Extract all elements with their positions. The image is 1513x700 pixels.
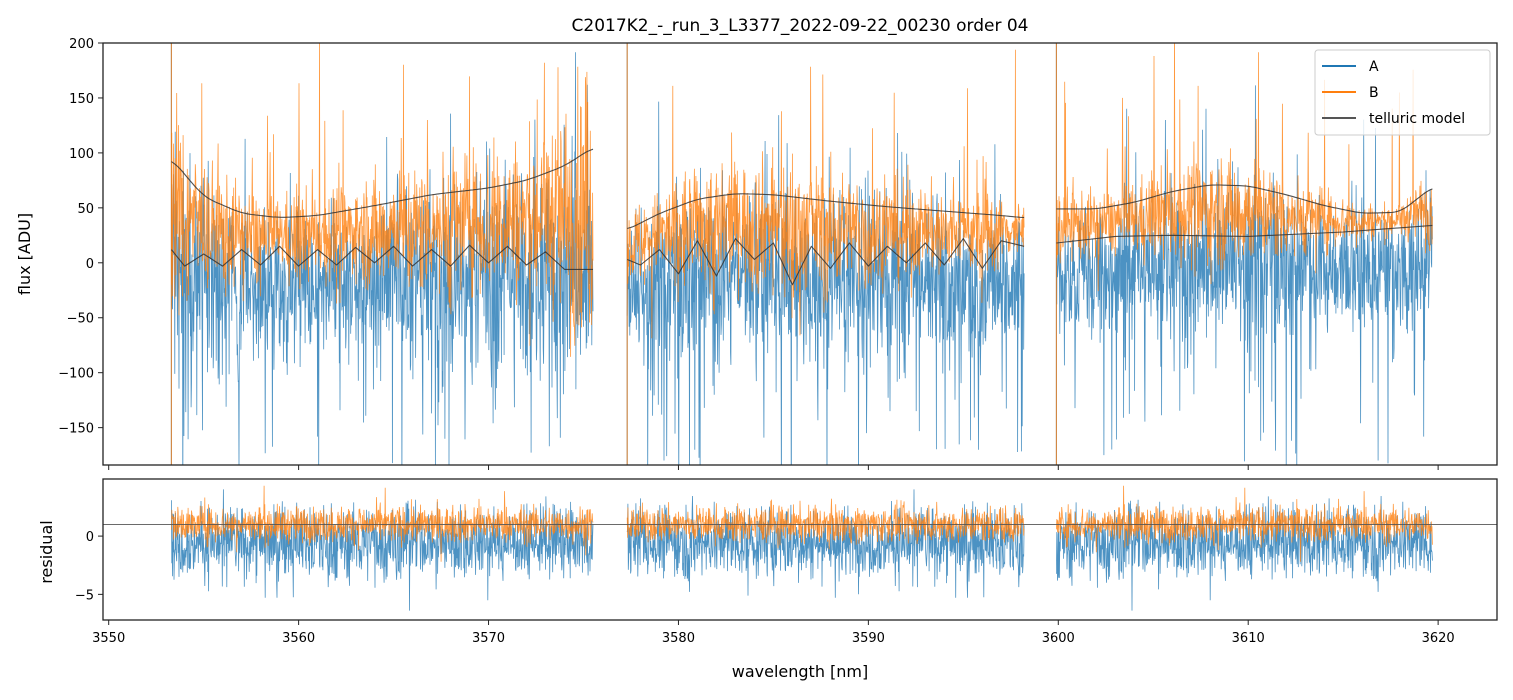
y-tick-label: −5 — [75, 588, 94, 603]
y-tick-label: −100 — [58, 367, 94, 382]
legend-label-a: A — [1369, 59, 1379, 75]
telluric-model-lower-line — [1056, 224, 1433, 244]
x-tick-label: 3610 — [1232, 631, 1265, 646]
y-tick-label: −50 — [67, 312, 94, 327]
y-tick-label: 50 — [77, 202, 94, 217]
telluric-model-upper-line — [627, 193, 1025, 230]
x-axis-label: wavelength [nm] — [732, 662, 869, 681]
legend-label-telluric: telluric model — [1369, 111, 1465, 127]
y-tick-label: 100 — [69, 147, 94, 162]
residual-x-ticks: 3550 3560 3570 3580 3590 3600 3610 3620 — [92, 620, 1455, 646]
telluric-model-upper-line — [1056, 184, 1433, 214]
legend-box — [1314, 49, 1491, 136]
x-tick-label: 3570 — [472, 631, 505, 646]
telluric-model-lower-line — [626, 238, 1025, 286]
residual-b-line — [171, 485, 594, 562]
x-tick-label: 3580 — [662, 631, 695, 646]
flux-y-ticks: 200 150 100 50 0 −50 −100 −150 — [58, 37, 103, 437]
x-tick-label: 3560 — [282, 631, 315, 646]
y-tick-label: 150 — [69, 92, 94, 107]
x-tick-label: 3600 — [1042, 631, 1075, 646]
x-tick-label: 3550 — [92, 631, 125, 646]
y-tick-label: 0 — [86, 257, 94, 272]
residual-y-label: residual — [37, 520, 56, 583]
legend-label-b: B — [1369, 85, 1379, 101]
chart-title: C2017K2_-_run_3_L3377_2022-09-22_00230 o… — [572, 16, 1029, 36]
y-tick-label: 200 — [69, 37, 94, 52]
residual-axes-frame — [102, 478, 1498, 621]
flux-plot-area — [170, 43, 1433, 465]
y-tick-label: 0 — [86, 530, 94, 545]
flux-axes-frame — [102, 42, 1498, 466]
residual-a-line — [626, 489, 1025, 598]
series-b-line — [171, 43, 594, 357]
x-tick-label: 3590 — [852, 631, 885, 646]
residual-y-ticks: 0 −5 — [75, 530, 103, 603]
residual-a-line — [1056, 495, 1433, 611]
flux-x-ticks — [108, 465, 1439, 470]
series-b-line — [1056, 43, 1433, 292]
flux-y-label: flux [ADU] — [15, 213, 34, 295]
x-tick-label: 3620 — [1422, 631, 1455, 646]
residual-plot-area — [103, 485, 1497, 611]
residual-a-line — [171, 489, 594, 611]
series-a-line — [1056, 85, 1433, 465]
series-b-line — [626, 49, 1025, 339]
telluric-model-lower-line — [170, 244, 593, 270]
legend: A B telluric model — [1314, 49, 1491, 136]
telluric-model-upper-line — [171, 148, 594, 218]
y-tick-label: −150 — [58, 422, 94, 437]
